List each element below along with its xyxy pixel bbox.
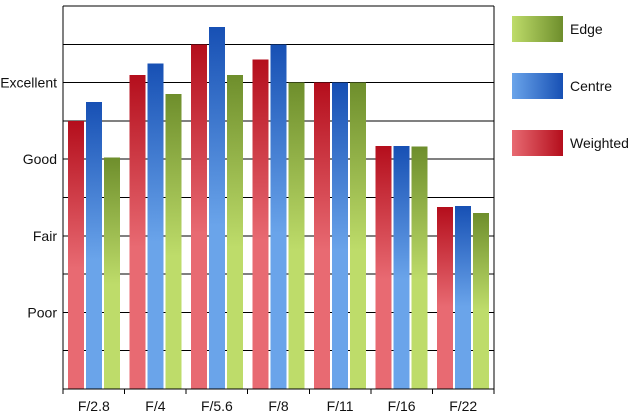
legend-swatch-weighted (512, 130, 563, 156)
bar-weighted-3 (252, 59, 269, 389)
x-tick-label: F/4 (145, 398, 165, 414)
bar-centre-3 (270, 44, 287, 390)
legend-label-centre: Centre (570, 78, 612, 94)
bar-edge-5 (411, 146, 428, 389)
bar-centre-4 (332, 82, 349, 389)
bar-weighted-0 (67, 120, 84, 390)
legend-label-edge: Edge (570, 21, 603, 37)
y-tick-label-good: Good (23, 151, 57, 167)
bar-centre-6 (455, 205, 472, 389)
bar-weighted-1 (129, 74, 146, 390)
bar-weighted-2 (190, 44, 207, 390)
x-tick-label: F/22 (449, 398, 477, 414)
bar-edge-3 (288, 82, 305, 389)
x-tick-labels: F/2.8 F/4 F/5.6 F/8 F/11 F/16 F/22 (78, 398, 478, 414)
x-tick-label: F/5.6 (201, 398, 233, 414)
x-tick-label: F/2.8 (78, 398, 110, 414)
legend-swatch-edge (512, 16, 563, 42)
bar-centre-1 (147, 63, 164, 390)
bar-edge-1 (165, 94, 182, 389)
y-tick-label-excellent: Excellent (0, 75, 57, 91)
y-tick-label-fair: Fair (33, 228, 57, 244)
bar-centre-0 (85, 101, 102, 390)
bar-edge-2 (226, 74, 243, 390)
axes (62, 5, 495, 394)
bar-centre-5 (393, 145, 410, 389)
bar-weighted-5 (375, 145, 392, 389)
legend-swatch-centre (512, 73, 563, 99)
bar-edge-0 (103, 157, 120, 389)
x-tick-label: F/8 (268, 398, 288, 414)
bar-edge-6 (473, 212, 490, 389)
bars (67, 27, 490, 390)
bar-centre-2 (208, 27, 225, 389)
x-tick-label: F/11 (327, 398, 354, 414)
legend: Edge Centre Weighted (512, 16, 629, 156)
bar-weighted-4 (314, 82, 331, 389)
bar-edge-4 (350, 82, 367, 389)
x-tick-label: F/16 (388, 398, 416, 414)
bar-weighted-6 (437, 207, 454, 389)
y-tick-labels: Poor Fair Good Excellent (0, 75, 57, 321)
y-tick-label-poor: Poor (27, 304, 57, 320)
legend-label-weighted: Weighted (570, 135, 629, 151)
